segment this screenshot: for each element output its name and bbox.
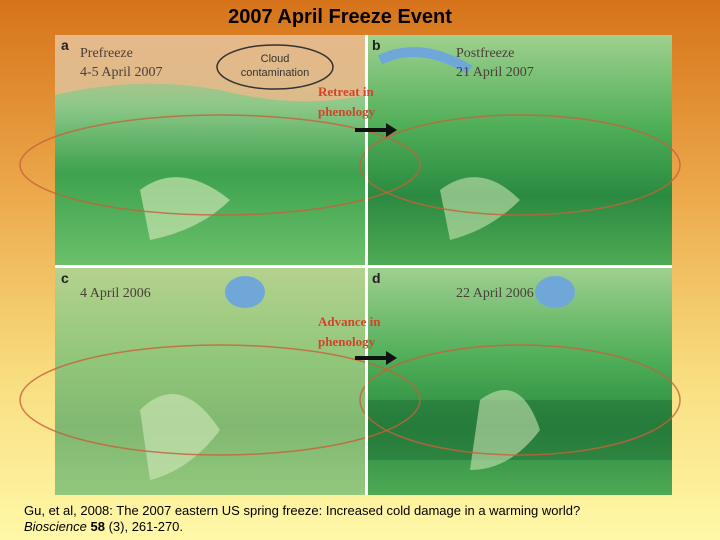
panel-c <box>55 268 365 495</box>
region-outline <box>19 114 421 216</box>
arrow-head <box>386 351 397 365</box>
panel-label: 21 April 2007 <box>456 65 534 80</box>
arrow-head <box>386 123 397 137</box>
panel-label: Prefreeze <box>80 46 133 61</box>
journal: Bioscience <box>24 519 87 534</box>
slide-title: 2007 April Freeze Event <box>228 6 452 28</box>
panel-label: 4 April 2006 <box>80 286 151 301</box>
cloud-ellipse <box>216 44 334 90</box>
citation-text: Gu, et al, 2008: The 2007 eastern US spr… <box>24 503 581 518</box>
panel-label: Postfreeze <box>456 46 514 61</box>
retreat-label: Retreat in <box>318 84 374 99</box>
citation: Gu, et al, 2008: The 2007 eastern US spr… <box>24 503 624 535</box>
region-outline <box>359 114 681 216</box>
panel-letter: b <box>372 37 381 53</box>
advance-label: phenology <box>318 334 376 349</box>
panel-letter: c <box>61 270 69 286</box>
pages: (3), 261-270. <box>108 519 184 534</box>
cloud-label: contamination <box>241 67 310 79</box>
panel-a <box>55 35 365 265</box>
panel-label: 4-5 April 2007 <box>80 65 162 80</box>
panel-letter: d <box>372 270 381 286</box>
advance-label: Advance in <box>318 314 381 329</box>
panel-d <box>368 268 672 495</box>
panel-letter: a <box>61 37 69 53</box>
volume: 58 <box>90 519 105 534</box>
region-outline <box>19 344 421 456</box>
panel-label: 22 April 2006 <box>456 286 534 301</box>
panel-b <box>368 35 672 265</box>
cloud-label: Cloud <box>261 53 290 65</box>
region-outline <box>359 344 681 456</box>
retreat-label: phenology <box>318 104 376 119</box>
